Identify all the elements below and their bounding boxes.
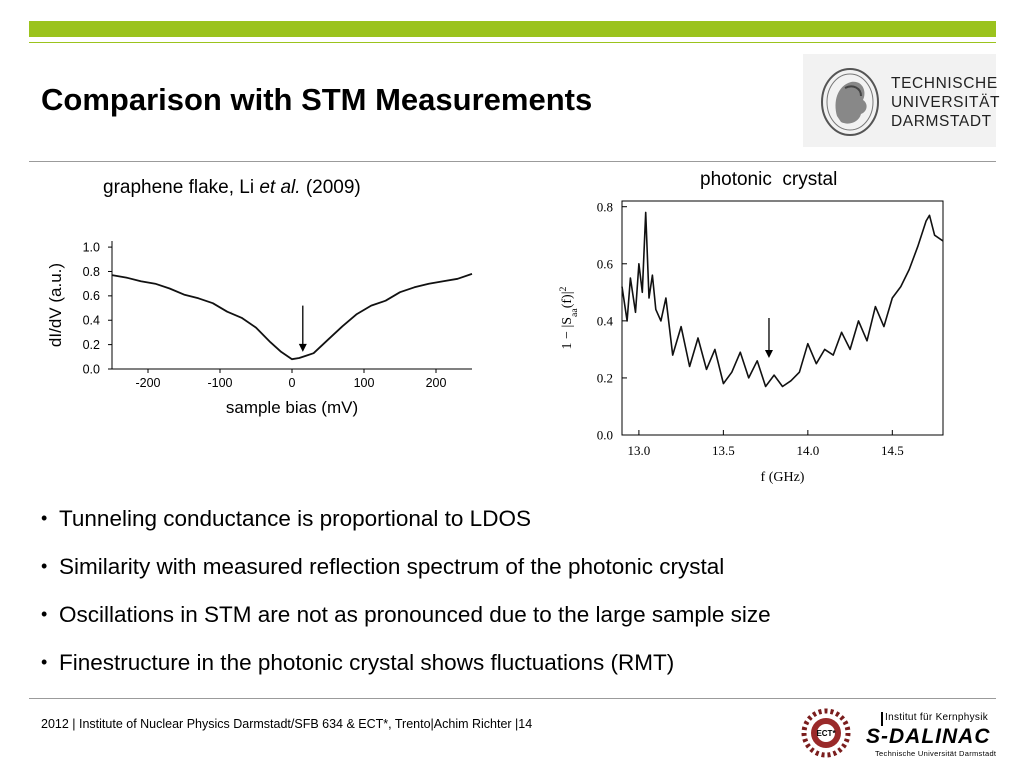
bullet-text: Oscillations in STM are not as pronounce…	[59, 602, 771, 627]
accent-bar	[29, 21, 996, 37]
ect-logo-text: ECT*	[816, 729, 836, 738]
tu-darmstadt-logo: TECHNISCHE UNIVERSITÄT DARMSTADT	[803, 54, 999, 147]
y-label-subscript: aa	[569, 308, 580, 317]
x-tick-label: 100	[354, 376, 375, 390]
y-tick-label: 0.6	[83, 289, 100, 303]
y-axis-label: 1 − |Saa(f)|2	[558, 286, 580, 349]
logo-line: UNIVERSITÄT	[891, 94, 1001, 111]
athena-seal-icon	[821, 68, 879, 136]
series-line	[111, 273, 473, 361]
y-tick-label: 0.0	[597, 428, 613, 443]
x-tick-label: 14.0	[796, 443, 819, 458]
arrow-head	[764, 349, 773, 358]
y-tick-label: 1.0	[83, 240, 100, 254]
x-axis-label: f (GHz)	[761, 470, 805, 485]
bullet-dot: •	[41, 556, 48, 576]
x-tick-label: 200	[426, 376, 447, 390]
y-tick-label: 0.2	[597, 370, 613, 385]
plot-frame	[621, 200, 944, 436]
x-tick-label: 13.5	[712, 443, 735, 458]
y-tick-label: 0.8	[83, 265, 100, 279]
arrow-head	[298, 343, 307, 352]
sdalinac-bottom-text: Technische Universität Darmstadt	[875, 749, 997, 758]
y-axis-label: dI/dV (a.u.)	[46, 263, 65, 347]
logo-bar	[881, 712, 883, 726]
slide-title: Comparison with STM Measurements	[41, 82, 593, 117]
x-tick-label: -200	[135, 376, 160, 390]
photonic-chart: 13.0 13.5 14.0 14.5 0.0 0.2 0.4 0.6 0.8 f (GHz) 1 …	[558, 199, 944, 485]
right-plot-caption: photonic crystal	[700, 169, 838, 190]
x-tick-label: -100	[207, 376, 232, 390]
stm-chart: -200 -100 0 100 200 0.0 0.2 0.4 0.6 0.8 1.0 sample …	[46, 240, 473, 417]
plots-canvas: -200 -100 0 100 200 0.0 0.2 0.4 0.6 0.8 1.0 sample …	[46, 199, 944, 485]
bullet-dot: •	[41, 652, 48, 672]
caption-year: (2009)	[300, 177, 361, 198]
header-divider	[29, 161, 996, 162]
bullet-list: • Tunneling conductance is proportional t…	[41, 506, 771, 698]
footer-divider	[29, 698, 996, 699]
x-tick-label: 14.5	[881, 443, 904, 458]
y-tick-label: 0.0	[83, 362, 100, 376]
accent-line	[29, 42, 996, 43]
x-tick-label: 13.0	[628, 443, 651, 458]
bullet-item: • Similarity with measured reflection spe…	[41, 554, 771, 602]
bullet-item: • Oscillations in STM are not as pronounc…	[41, 602, 771, 650]
bullet-text: Tunneling conductance is proportional to…	[59, 506, 531, 531]
y-label-tail: (f)|	[560, 291, 575, 308]
y-tick-label: 0.4	[597, 313, 614, 328]
caption-text: graphene flake, Li	[103, 177, 260, 198]
y-tick-label: 0.2	[83, 338, 100, 352]
bullet-item: • Finestructure in the photonic crystal s…	[41, 650, 771, 698]
y-label-superscript: 2	[558, 286, 569, 291]
y-tick-label: 0.6	[597, 256, 614, 271]
bullet-text: Finestructure in the photonic crystal sh…	[59, 650, 675, 675]
bullet-text: Similarity with measured reflection spec…	[59, 554, 725, 579]
series-line	[621, 211, 944, 388]
bullet-item: • Tunneling conductance is proportional t…	[41, 506, 771, 554]
logo-line: DARMSTADT	[891, 113, 992, 130]
sdalinac-top-text: Institut für Kernphysik	[885, 712, 989, 723]
x-axis-label: sample bias (mV)	[226, 398, 358, 417]
left-plot-caption: graphene flake, Li et al. (2009)	[103, 177, 361, 199]
sdalinac-logo: Institut für Kernphysik S-DALINAC Techni…	[865, 712, 997, 762]
bullet-dot: •	[41, 508, 48, 528]
sdalinac-main-text: S-DALINAC	[866, 725, 991, 748]
y-tick-label: 0.4	[83, 314, 100, 328]
x-tick-label: 0	[289, 376, 296, 390]
caption-italic: et al.	[259, 177, 301, 198]
y-tick-label: 0.8	[597, 199, 613, 214]
bullet-dot: •	[41, 604, 48, 624]
ect-logo-icon: ECT*	[801, 708, 851, 758]
logo-line: TECHNISCHE	[891, 75, 998, 92]
footer-text: 2012 | Institute of Nuclear Physics Darm…	[41, 717, 533, 731]
